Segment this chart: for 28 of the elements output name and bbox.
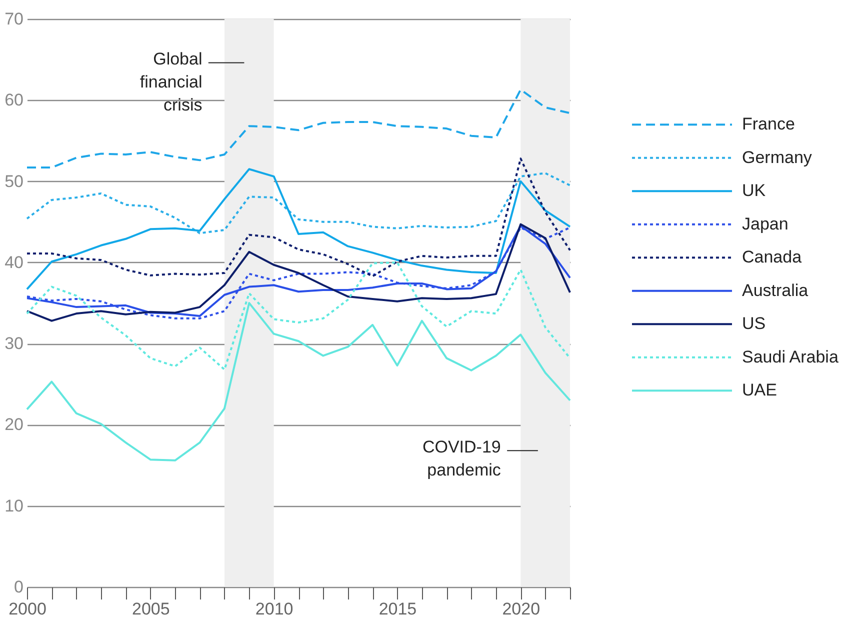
text: Japan bbox=[742, 214, 788, 234]
y-tick-label: 50 bbox=[4, 172, 24, 191]
text: Canada bbox=[742, 248, 802, 267]
y-tick-label: 30 bbox=[4, 334, 24, 354]
x-tick-label: 2000 bbox=[8, 600, 46, 618]
x-tick-label: 2020 bbox=[502, 600, 540, 618]
text: UAE bbox=[742, 380, 777, 400]
text: France bbox=[742, 114, 795, 134]
y-tick-label: 0 bbox=[14, 578, 24, 596]
band-label: Global financial crisis bbox=[140, 50, 202, 115]
line-series bbox=[26, 88, 571, 168]
text: Germany bbox=[742, 148, 812, 167]
y-tick-label: 40 bbox=[4, 252, 24, 272]
y-tick-label: 60 bbox=[4, 90, 24, 110]
text: UK bbox=[742, 181, 766, 200]
band-label: COVID-19 pandemic bbox=[422, 438, 502, 480]
line-series bbox=[26, 172, 571, 234]
line-series bbox=[26, 158, 571, 278]
x-tick-label: 2010 bbox=[255, 600, 294, 618]
y-tick-label: 10 bbox=[4, 496, 24, 516]
y-tick-label: 70 bbox=[4, 10, 24, 28]
line-series bbox=[26, 168, 571, 290]
text: US bbox=[742, 314, 766, 334]
y-tick-label: 20 bbox=[4, 415, 24, 434]
text: Australia bbox=[742, 280, 809, 300]
text: Saudi Arabia bbox=[742, 347, 839, 366]
x-tick-label: 2015 bbox=[378, 600, 417, 618]
x-tick-label: 2005 bbox=[132, 600, 170, 618]
